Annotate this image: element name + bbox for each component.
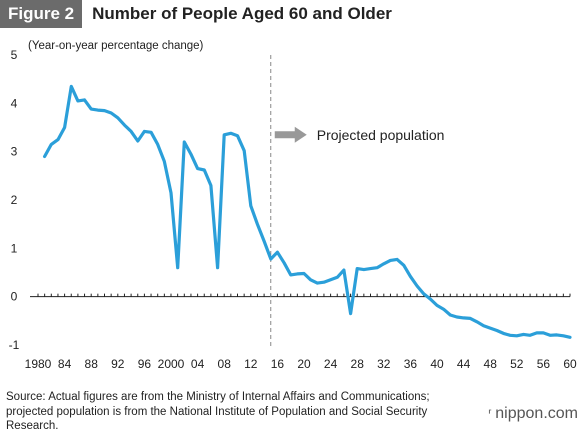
y-tick-label: 0 (11, 290, 18, 304)
right-arrow-icon (274, 126, 307, 143)
y-tick-label: 2 (11, 193, 18, 207)
y-axis-label: (Year-on-year percentage change) (28, 40, 204, 52)
x-tick-label: 52 (510, 357, 524, 371)
x-tick-label: 84 (58, 357, 72, 371)
x-tick-label: 36 (404, 357, 418, 371)
chart-title: Number of People Aged 60 and Older (92, 4, 392, 23)
y-tick-label: -1 (9, 338, 20, 352)
x-tick-label: 12 (244, 357, 258, 371)
x-tick-label: 32 (377, 357, 391, 371)
y-tick-label: 1 (11, 241, 18, 255)
series-line (42, 84, 572, 339)
x-tick-label: 40 (430, 357, 444, 371)
y-tick-label: 5 (11, 48, 18, 62)
x-tick-label: 16 (271, 357, 285, 371)
x-tick-label: 1980 (25, 357, 52, 371)
x-tick-label: 88 (85, 357, 99, 371)
x-tick-label: 48 (484, 357, 498, 371)
x-tick-label: 56 (537, 357, 551, 371)
y-tick-label: 3 (11, 145, 18, 159)
x-tick-label: 24 (324, 357, 338, 371)
x-tick-label: 92 (111, 357, 125, 371)
projection-annotation: Projected population (317, 127, 445, 143)
x-tick-label: 2000 (158, 357, 185, 371)
x-tick-label: 20 (297, 357, 311, 371)
line-chart: (Year-on-year percentage change)543210-1… (9, 40, 577, 371)
x-tick-label: 08 (218, 357, 232, 371)
x-tick-label: 28 (351, 357, 365, 371)
x-tick-label: 96 (138, 357, 152, 371)
bracket-logo-icon: ⸢ (487, 408, 493, 421)
brand-logo: ⸢ nippon.com (488, 405, 578, 423)
brand-name: nippon.com (495, 405, 578, 422)
y-tick-label: 4 (11, 96, 18, 110)
x-tick-label: 60 (563, 357, 577, 371)
x-tick-label: 04 (191, 357, 205, 371)
figure-header: Figure 2 Number of People Aged 60 and Ol… (0, 0, 392, 28)
x-tick-label: 44 (457, 357, 471, 371)
source-note: Source: Actual figures are from the Mini… (6, 391, 430, 432)
figure-label: Figure 2 (0, 0, 83, 28)
